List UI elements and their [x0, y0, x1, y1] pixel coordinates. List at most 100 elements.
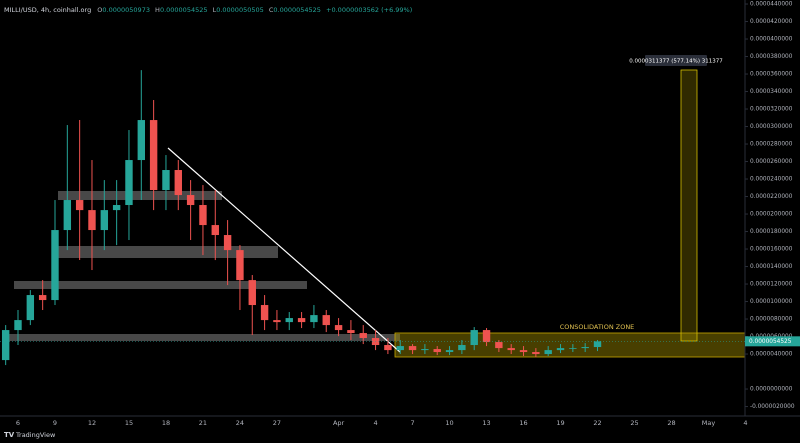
y-tick-label: 0.0000160000	[750, 247, 793, 253]
x-tick-label: 21	[199, 419, 207, 427]
x-tick-label: 9	[53, 419, 57, 427]
y-tick-label: 0.0000120000	[750, 282, 793, 288]
x-tick-label: 12	[88, 419, 96, 427]
y-tick-label: 0.0000400000	[750, 37, 793, 43]
candle-body	[38, 295, 47, 301]
y-tick-label: 0.0000200000	[750, 212, 793, 218]
ohlc-key: O	[97, 6, 102, 14]
candle-body	[458, 345, 466, 351]
price-tag: 0.0000054525	[749, 339, 792, 345]
x-tick-label: 27	[273, 419, 281, 427]
ohlc-value: 0.0000050973	[102, 6, 150, 14]
y-tick-label: 0.0000260000	[750, 159, 793, 165]
y-tick-label: 0.0000000000	[750, 387, 793, 393]
candle-body	[149, 120, 158, 191]
y-tick-label: 0.0000220000	[750, 194, 793, 200]
candle-body	[112, 205, 121, 211]
x-tick-label: 4	[743, 419, 747, 427]
candle-body	[285, 318, 293, 323]
y-tick-label: 0.0000380000	[750, 54, 793, 60]
candle-body	[334, 325, 343, 331]
x-tick-label: 4	[373, 419, 377, 427]
measure-label-box	[645, 55, 707, 66]
candle-body	[100, 210, 109, 231]
candle-body	[593, 341, 602, 348]
x-tick-label: 25	[630, 419, 638, 427]
y-tick-label: 0.0000320000	[750, 107, 793, 113]
ohlc-key: L	[213, 6, 217, 14]
candle-body	[421, 349, 429, 351]
y-tick-label: 0.0000080000	[750, 317, 793, 323]
y-tick-label: 0.0000440000	[750, 2, 793, 8]
candle-body	[125, 160, 133, 206]
candle-body	[384, 345, 392, 351]
zone	[5, 334, 400, 341]
x-tick-label: 7	[410, 419, 414, 427]
brand: TradingView	[15, 431, 56, 439]
candle-body	[519, 350, 528, 353]
candle-body	[396, 346, 404, 351]
candle-body	[433, 349, 441, 353]
y-tick-label: 0.0000360000	[750, 72, 793, 78]
ohlc-value: 0.0000054525	[160, 6, 208, 14]
consolidation-box	[394, 332, 746, 358]
candle-body	[51, 230, 59, 301]
change: +0.0000003562 (+6.99%)	[326, 6, 412, 14]
candle-body	[162, 170, 170, 191]
candle-body	[186, 195, 195, 206]
x-tick-label: 22	[593, 419, 601, 427]
candle-body	[359, 333, 367, 339]
trend-line	[167, 147, 401, 353]
ohlc-key: H	[155, 6, 160, 14]
candle-body	[470, 330, 478, 346]
x-tick-label: 24	[236, 419, 244, 427]
ohlc-value: 0.0000050505	[216, 6, 264, 14]
candle-body	[482, 330, 491, 343]
candle-body	[211, 225, 219, 236]
candle-body	[14, 320, 22, 331]
candle-body	[532, 352, 540, 355]
y-tick-label: -0.0000020000	[750, 404, 795, 410]
x-tick-label: 15	[125, 419, 133, 427]
x-tick-label: May	[702, 419, 716, 427]
candles	[1, 70, 602, 366]
x-tick-label: Apr	[333, 419, 345, 427]
zone-label: CONSOLIDATION ZONE	[560, 323, 635, 331]
candle-body	[581, 347, 589, 349]
candle-body	[260, 305, 269, 321]
candle-body	[88, 210, 96, 231]
candle-body	[223, 235, 232, 251]
candle-body	[445, 350, 454, 353]
ohlc-value: 0.0000054525	[273, 6, 321, 14]
candle-body	[174, 170, 182, 196]
x-tick-label: 13	[482, 419, 490, 427]
y-tick-label: 0.0000300000	[750, 124, 793, 130]
price-tag-box	[745, 336, 800, 347]
candle-body	[310, 315, 318, 323]
y-tick-label: 0.0000140000	[750, 264, 793, 270]
brand-logo: TV	[4, 431, 15, 439]
x-tick-label: 18	[162, 419, 170, 427]
y-tick-label: 0.0000180000	[750, 229, 793, 235]
candle-body	[556, 348, 565, 351]
candle-body	[507, 348, 515, 351]
candle-body	[273, 320, 281, 323]
candle-body	[236, 250, 244, 281]
candle-body	[26, 295, 35, 321]
zone	[58, 191, 222, 200]
y-tick-label: 0.0000100000	[750, 299, 793, 305]
y-tick-label: 0.0000040000	[750, 352, 793, 358]
candle-body	[347, 330, 355, 334]
x-tick-label: 10	[445, 419, 453, 427]
zone	[58, 246, 278, 258]
candle-body	[1, 330, 10, 361]
candle-body	[544, 350, 552, 355]
measure-label: 0.0000311377 (577.14%) 311377	[629, 59, 723, 65]
y-tick-label: 0.0000420000	[750, 19, 793, 25]
y-tick-label: 0.0000340000	[750, 89, 793, 95]
symbol: MILLI/USD, 4h, coinhall.org	[4, 6, 91, 14]
candle-body	[137, 120, 145, 161]
candle-body	[297, 318, 306, 323]
